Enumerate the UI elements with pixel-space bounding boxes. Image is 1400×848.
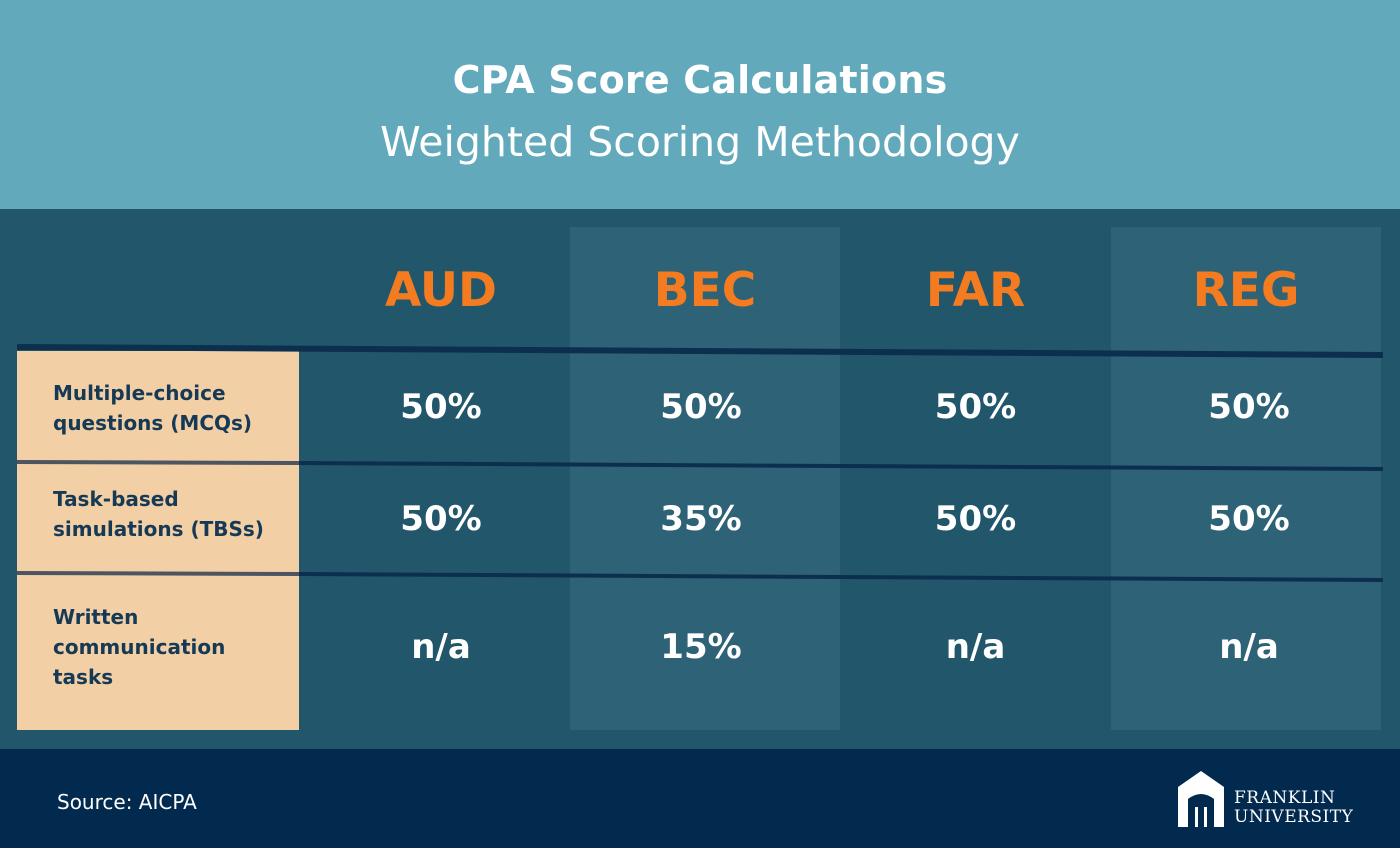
cell-mcq-far: 50% — [934, 387, 1017, 427]
row-label-tbs: Task-based simulations (TBSs) — [53, 487, 264, 541]
column-header-bec: BEC — [653, 263, 757, 318]
franklin-arch-logo-icon — [1178, 771, 1224, 827]
header-banner: CPA Score Calculations Weighted Scoring … — [0, 0, 1400, 209]
cell-mcq-reg: 50% — [1208, 387, 1290, 427]
cell-tbs-reg: 50% — [1208, 499, 1290, 539]
column-header-aud: AUD — [384, 263, 498, 318]
cell-wct-far: n/a — [945, 627, 1006, 667]
cell-tbs-bec: 35% — [660, 499, 742, 539]
page-subtitle: Weighted Scoring Methodology — [380, 118, 1020, 166]
source-note: Source: AICPA — [57, 790, 197, 814]
logo-wordmark: FRANKLIN UNIVERSITY — [1234, 789, 1353, 827]
column-header-far: FAR — [925, 263, 1026, 318]
cell-wct-bec: 15% — [660, 627, 742, 667]
row-label-bg-wct — [17, 575, 299, 730]
row-divider-1 — [17, 344, 1383, 358]
cell-wct-aud: n/a — [411, 627, 471, 667]
score-table: AUD BEC FAR REG Multiple-choice question… — [0, 209, 1400, 749]
franklin-university-logo: FRANKLIN UNIVERSITY — [1176, 769, 1356, 829]
row-label-mcq: Multiple-choice questions (MCQs) — [53, 381, 253, 435]
row-divider-2 — [17, 460, 1383, 471]
row-label-bg-tbs — [17, 463, 299, 575]
column-header-reg: REG — [1192, 263, 1300, 318]
logo-line-2: UNIVERSITY — [1234, 807, 1354, 827]
row-divider-3 — [17, 571, 1383, 582]
cell-mcq-bec: 50% — [660, 387, 742, 427]
logo-line-1: FRANKLIN — [1234, 788, 1336, 808]
row-label-wct: Written communication tasks — [53, 605, 226, 689]
page-title: CPA Score Calculations — [452, 58, 948, 102]
cell-tbs-far: 50% — [934, 499, 1017, 539]
cell-mcq-aud: 50% — [400, 387, 482, 427]
column-shade-bec — [570, 227, 840, 730]
footer: Source: AICPA FRANKLIN UNIVERSITY — [0, 749, 1400, 848]
cell-wct-reg: n/a — [1219, 627, 1279, 667]
row-label-bg-mcq — [17, 351, 299, 463]
column-shade-reg — [1111, 227, 1381, 730]
cell-tbs-aud: 50% — [400, 499, 482, 539]
